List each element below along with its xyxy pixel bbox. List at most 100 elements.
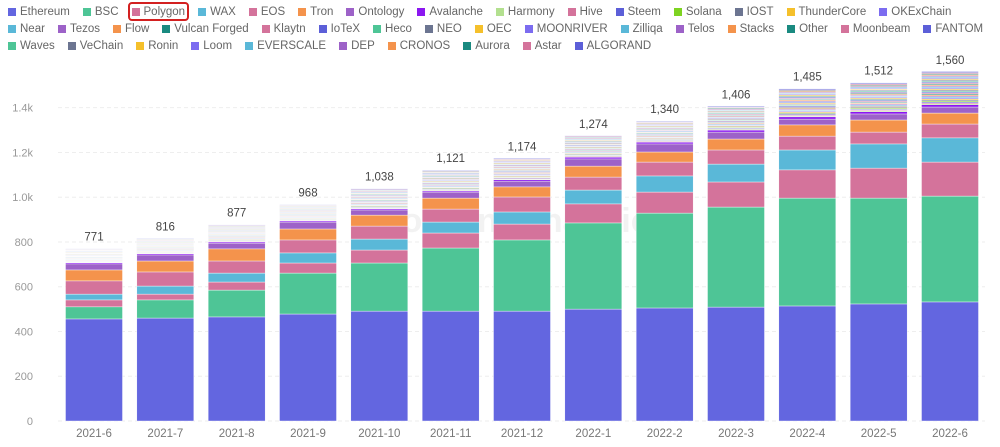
bar-segment-bsc[interactable] — [207, 289, 266, 318]
bar-segment-algorand[interactable] — [707, 106, 765, 108]
legend-item-heco[interactable]: Heco — [371, 21, 414, 36]
bar-segment-algorand[interactable] — [921, 71, 979, 73]
bar-segment-avalanche[interactable] — [564, 156, 623, 160]
bar-segment-tron[interactable] — [65, 269, 123, 282]
legend-item-wax[interactable]: WAX — [196, 4, 238, 19]
bar-segment-algorand[interactable] — [493, 158, 551, 160]
bar-segment-wax[interactable] — [421, 221, 480, 234]
bar-segment-tron[interactable] — [207, 248, 266, 262]
legend-item-bsc[interactable]: BSC — [81, 4, 121, 19]
bar-segment-ontology[interactable] — [564, 158, 623, 167]
bar-segment-ethereum[interactable] — [778, 305, 837, 422]
bar-segment-polygon[interactable] — [493, 223, 551, 241]
bar-segment-tron[interactable] — [421, 197, 480, 210]
bar-segment-algorand[interactable] — [421, 170, 480, 172]
bar-segment-ontology[interactable] — [350, 209, 409, 216]
bar-segment-avalanche[interactable] — [849, 111, 908, 115]
legend-item-moonbeam[interactable]: Moonbeam — [839, 21, 913, 36]
bar-segment-tron[interactable] — [136, 260, 195, 273]
legend-item-algorand[interactable]: ALGORAND — [573, 38, 654, 53]
bar-segment-polygon[interactable] — [635, 191, 694, 214]
legend-item-astar[interactable]: Astar — [521, 38, 564, 53]
legend-item-avalanche[interactable]: Avalanche — [415, 4, 485, 19]
legend-item-eos[interactable]: EOS — [247, 4, 287, 19]
bar-segment-ontology[interactable] — [493, 180, 551, 188]
bar-segment-ethereum[interactable] — [849, 303, 908, 422]
legend-item-zilliqa[interactable]: Zilliqa — [619, 21, 665, 36]
bar-segment-ontology[interactable] — [635, 143, 694, 153]
bar-segment-ethereum[interactable] — [564, 308, 623, 422]
bar-segment-avalanche[interactable] — [635, 141, 694, 145]
legend-item-polygon[interactable]: Polygon — [127, 2, 190, 21]
bar-segment-ontology[interactable] — [207, 242, 266, 250]
legend-item-harmony[interactable]: Harmony — [494, 4, 557, 19]
legend-item-cronos[interactable]: CRONOS — [386, 38, 452, 53]
bar-segment-tron[interactable] — [778, 124, 837, 137]
bar-segment-eos[interactable] — [921, 123, 979, 139]
bar-segment-tron[interactable] — [493, 186, 551, 198]
bar-segment-ethereum[interactable] — [707, 306, 765, 422]
bar-segment-polygon[interactable] — [921, 161, 979, 197]
bar-segment-bsc[interactable] — [493, 239, 551, 312]
bar-segment-ethereum[interactable] — [350, 310, 409, 422]
bar-segment-bsc[interactable] — [136, 299, 195, 319]
bar-segment-ontology[interactable] — [921, 106, 979, 114]
bar-segment-eos[interactable] — [350, 225, 409, 240]
bar-segment-ontology[interactable] — [421, 191, 480, 199]
legend-item-iotex[interactable]: IoTeX — [317, 21, 362, 36]
bar-segment-eos[interactable] — [421, 208, 480, 223]
bar-segment-polygon[interactable] — [207, 281, 266, 291]
bar-segment-ontology[interactable] — [849, 113, 908, 121]
bar-segment-bsc[interactable] — [778, 197, 837, 307]
bar-segment-tron[interactable] — [707, 138, 765, 151]
legend-item-vechain[interactable]: VeChain — [66, 38, 125, 53]
legend-item-moonriver[interactable]: MOONRIVER — [523, 21, 610, 36]
bar-segment-ontology[interactable] — [279, 221, 337, 230]
legend-item-oec[interactable]: OEC — [473, 21, 514, 36]
bar-segment-tron[interactable] — [279, 228, 337, 241]
bar-segment-ontology[interactable] — [136, 254, 195, 262]
bar-segment-eos[interactable] — [849, 131, 908, 145]
bar-segment-avalanche[interactable] — [707, 129, 765, 133]
bar-segment-ethereum[interactable] — [136, 317, 195, 422]
bar-segment-avalanche[interactable] — [921, 104, 979, 108]
legend-item-other[interactable]: Other — [785, 21, 830, 36]
bar-segment-polygon[interactable] — [421, 232, 480, 249]
bar-segment-eos[interactable] — [635, 161, 694, 177]
legend-item-tezos[interactable]: Tezos — [56, 21, 102, 36]
legend-item-klaytn[interactable]: Klaytn — [260, 21, 308, 36]
legend-item-thundercore[interactable]: ThunderCore — [785, 4, 869, 19]
legend-item-ontology[interactable]: Ontology — [344, 4, 406, 19]
legend-item-iost[interactable]: IOST — [733, 4, 776, 19]
bar-segment-tron[interactable] — [921, 112, 979, 125]
bar-segment-algorand[interactable] — [207, 224, 266, 226]
bar-segment-polygon[interactable] — [707, 181, 765, 208]
bar-segment-wax[interactable] — [635, 175, 694, 193]
legend-item-waves[interactable]: Waves — [6, 38, 57, 53]
bar-segment-bsc[interactable] — [635, 212, 694, 309]
bar-segment-polygon[interactable] — [136, 293, 195, 301]
bar-segment-wax[interactable] — [707, 163, 765, 183]
bar-segment-ethereum[interactable] — [207, 316, 266, 422]
bar-segment-bsc[interactable] — [564, 222, 623, 310]
bar-segment-ontology[interactable] — [778, 118, 837, 126]
bar-segment-eos[interactable] — [564, 176, 623, 191]
bar-segment-eos[interactable] — [778, 135, 837, 151]
bar-segment-ethereum[interactable] — [65, 318, 123, 422]
bar-segment-algorand[interactable] — [635, 121, 694, 123]
bar-segment-eos[interactable] — [207, 260, 266, 274]
bar-segment-wax[interactable] — [350, 238, 409, 251]
bar-segment-wax[interactable] — [279, 252, 337, 264]
bar-segment-tron[interactable] — [849, 119, 908, 133]
bar-segment-polygon[interactable] — [778, 169, 837, 199]
bar-segment-wax[interactable] — [207, 272, 266, 283]
legend-item-fantom[interactable]: FANTOM — [921, 21, 985, 36]
bar-segment-ethereum[interactable] — [279, 313, 337, 422]
bar-segment-ethereum[interactable] — [421, 310, 480, 422]
bar-segment-polygon[interactable] — [279, 262, 337, 274]
bar-segment-ethereum[interactable] — [493, 310, 551, 422]
bar-segment-avalanche[interactable] — [493, 179, 551, 182]
bar-segment-ethereum[interactable] — [635, 307, 694, 422]
bar-segment-bsc[interactable] — [350, 262, 409, 312]
bar-segment-tron[interactable] — [635, 151, 694, 163]
